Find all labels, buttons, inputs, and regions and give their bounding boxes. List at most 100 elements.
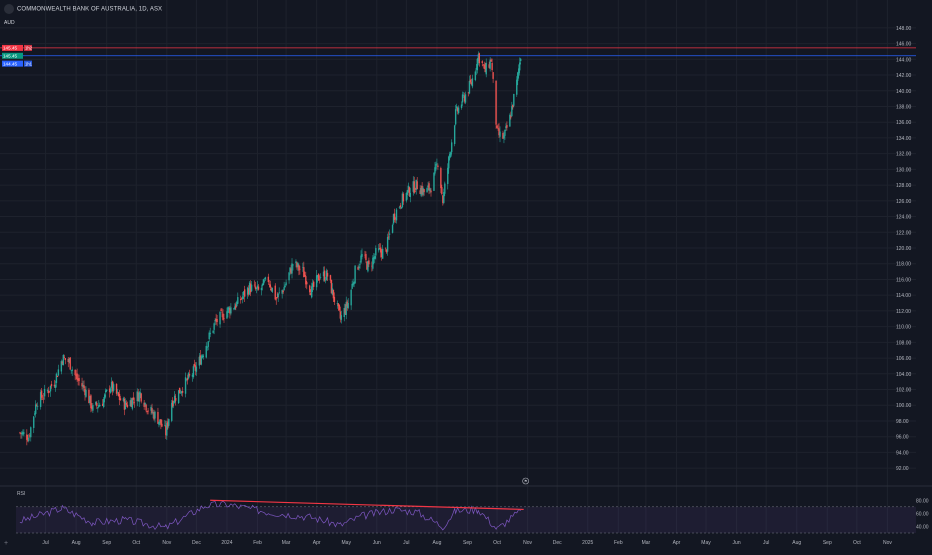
candle-body bbox=[430, 190, 432, 193]
candle-body bbox=[109, 388, 112, 393]
candle-body bbox=[201, 355, 204, 358]
symbol-header[interactable]: COMMONWEALTH BANK OF AUSTRALIA, 1D, ASX bbox=[4, 4, 162, 14]
time-tick-label: Jul bbox=[763, 540, 769, 546]
candle-body bbox=[179, 392, 182, 394]
candle-body bbox=[496, 125, 498, 129]
candle-body bbox=[143, 402, 145, 407]
candle-body bbox=[174, 395, 176, 403]
candle-body bbox=[469, 79, 472, 83]
candle-body bbox=[296, 262, 298, 268]
candle-body bbox=[485, 62, 487, 75]
candle-body bbox=[375, 248, 377, 256]
candle-body bbox=[517, 72, 519, 81]
candle-body bbox=[312, 281, 315, 287]
candle-body bbox=[322, 271, 325, 277]
candle-body bbox=[464, 94, 467, 103]
candle-body bbox=[194, 365, 197, 371]
candle-body bbox=[510, 116, 512, 118]
candle-body bbox=[435, 163, 437, 170]
candle-body bbox=[401, 193, 404, 207]
candle-body bbox=[91, 406, 93, 410]
candle-body bbox=[50, 384, 53, 387]
candle-body bbox=[292, 264, 294, 266]
candle-body bbox=[130, 400, 133, 407]
rsi-pane[interactable]: 40.00 60.00 80.00 bbox=[0, 485, 932, 534]
horizontal-price-lines[interactable] bbox=[0, 47, 916, 57]
candle-body bbox=[151, 408, 153, 414]
candle-body bbox=[71, 369, 73, 372]
candle-body bbox=[489, 59, 491, 69]
rsi-tick-label: 40.00 bbox=[916, 524, 929, 530]
candle-body bbox=[350, 289, 352, 306]
candle-body bbox=[118, 394, 121, 401]
time-tick-label: Mar bbox=[282, 540, 291, 546]
candlestick-series bbox=[19, 51, 522, 446]
price-axis[interactable]: 92.00 94.00 96.00 98.00 100.00 102.00 104.00 10… bbox=[896, 26, 912, 472]
flag-circle bbox=[522, 477, 529, 485]
candle-body bbox=[49, 385, 52, 392]
candle-body bbox=[167, 421, 169, 427]
candle-body bbox=[454, 109, 457, 125]
candle-body bbox=[285, 282, 287, 285]
candle-body bbox=[407, 185, 410, 192]
rsi-trendline[interactable] bbox=[210, 499, 524, 511]
candle-body bbox=[216, 318, 218, 323]
candle-body bbox=[84, 388, 86, 396]
price-tag-suffix-box bbox=[24, 44, 32, 51]
candle-body bbox=[482, 64, 484, 66]
candle-body bbox=[248, 282, 251, 295]
candle-body bbox=[220, 309, 222, 311]
candle-body bbox=[78, 378, 80, 382]
candle-body bbox=[388, 233, 391, 235]
candle-body bbox=[395, 209, 398, 221]
price-tag-box bbox=[2, 52, 23, 59]
candle-body bbox=[112, 384, 115, 391]
candle-body bbox=[399, 205, 402, 208]
time-axis[interactable]: Jul Aug Sep Oct Nov Dec 2024 Feb Mar Apr May Jun Jul… bbox=[42, 540, 892, 546]
rsi-indicator-label[interactable]: RSI bbox=[17, 491, 26, 497]
candle-body bbox=[240, 298, 242, 301]
candle-body bbox=[77, 378, 79, 381]
time-tick-label: Oct bbox=[853, 540, 861, 546]
candle-body bbox=[152, 412, 154, 414]
symbol-logo-icon bbox=[4, 4, 14, 14]
candle-body bbox=[460, 104, 463, 108]
candle-body bbox=[367, 261, 369, 272]
candle-body bbox=[104, 394, 106, 399]
candle-body bbox=[513, 93, 515, 106]
symbol-title: COMMONWEALTH BANK OF AUSTRALIA, 1D, ASX bbox=[17, 6, 163, 13]
candle-body bbox=[237, 297, 239, 304]
candle-body bbox=[199, 355, 202, 365]
event-flag-icon[interactable]: ⚑ bbox=[522, 477, 529, 485]
candle-body bbox=[40, 390, 43, 398]
candle-body bbox=[76, 373, 78, 380]
candle-body bbox=[481, 61, 483, 63]
candle-body bbox=[102, 403, 104, 406]
candle-body bbox=[455, 106, 458, 109]
price-tag-suffix: 1h2 bbox=[25, 46, 33, 51]
price-tick-label: 116.00 bbox=[896, 277, 911, 283]
price-tag-label: 145.45 bbox=[3, 54, 17, 59]
candle-body bbox=[325, 270, 328, 281]
candle-body bbox=[409, 192, 412, 197]
candle-body bbox=[470, 82, 473, 85]
candle-body bbox=[47, 390, 50, 394]
candle-body bbox=[219, 311, 221, 325]
candle-body bbox=[63, 356, 66, 358]
candle-body bbox=[46, 390, 49, 392]
candle-body bbox=[448, 156, 450, 169]
candle-body bbox=[54, 384, 57, 389]
candle-body bbox=[311, 286, 313, 298]
candle-body bbox=[185, 379, 188, 380]
add-pane-icon[interactable]: + bbox=[4, 540, 9, 547]
candle-body bbox=[165, 425, 167, 436]
candle-body bbox=[254, 286, 257, 290]
candle-body bbox=[299, 268, 301, 270]
time-tick-label: Sep bbox=[463, 540, 472, 546]
candle-body bbox=[433, 172, 435, 191]
candle-body bbox=[137, 392, 139, 402]
candle-body bbox=[223, 318, 225, 319]
candle-body bbox=[57, 369, 60, 376]
